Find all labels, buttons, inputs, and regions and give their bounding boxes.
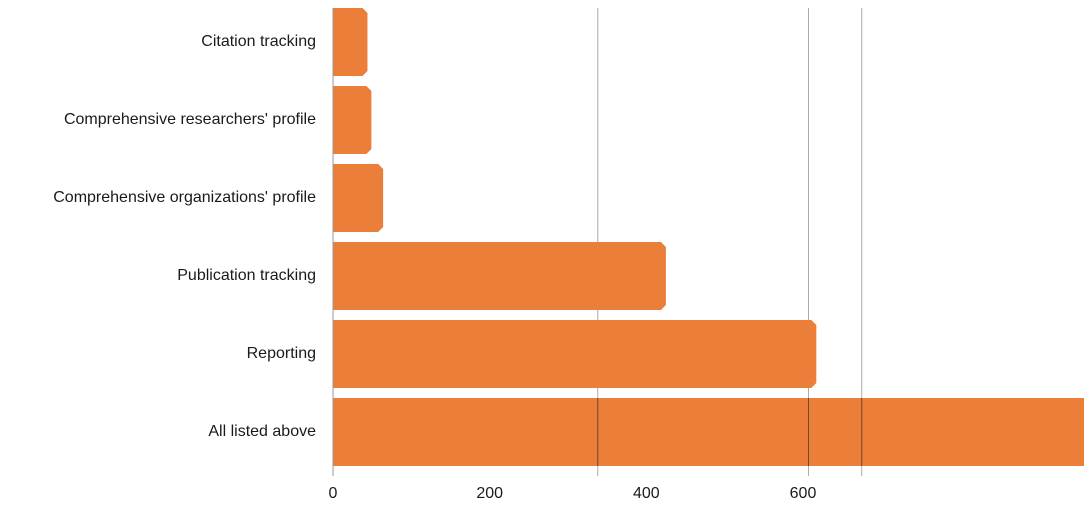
category-label: Reporting	[247, 345, 316, 362]
category-label: Citation tracking	[201, 33, 316, 50]
category-label: All listed above	[208, 423, 316, 440]
bar	[333, 86, 372, 154]
x-tick-label: 400	[633, 485, 660, 502]
bar	[333, 242, 666, 310]
x-tick-label: 200	[476, 485, 503, 502]
bar	[333, 8, 368, 76]
x-tick-labels: 0 200 400 600	[329, 485, 817, 502]
bar	[333, 164, 384, 232]
category-label: Comprehensive organizations' profile	[53, 189, 316, 206]
category-label: Comprehensive researchers' profile	[64, 111, 316, 128]
x-tick-label: 0	[329, 485, 338, 502]
category-label: Publication tracking	[177, 267, 316, 284]
bar	[333, 320, 817, 388]
bar	[333, 398, 1084, 466]
x-tick-label: 600	[790, 485, 817, 502]
bars	[333, 8, 1084, 466]
category-labels: Citation tracking Comprehensive researche…	[53, 33, 316, 440]
